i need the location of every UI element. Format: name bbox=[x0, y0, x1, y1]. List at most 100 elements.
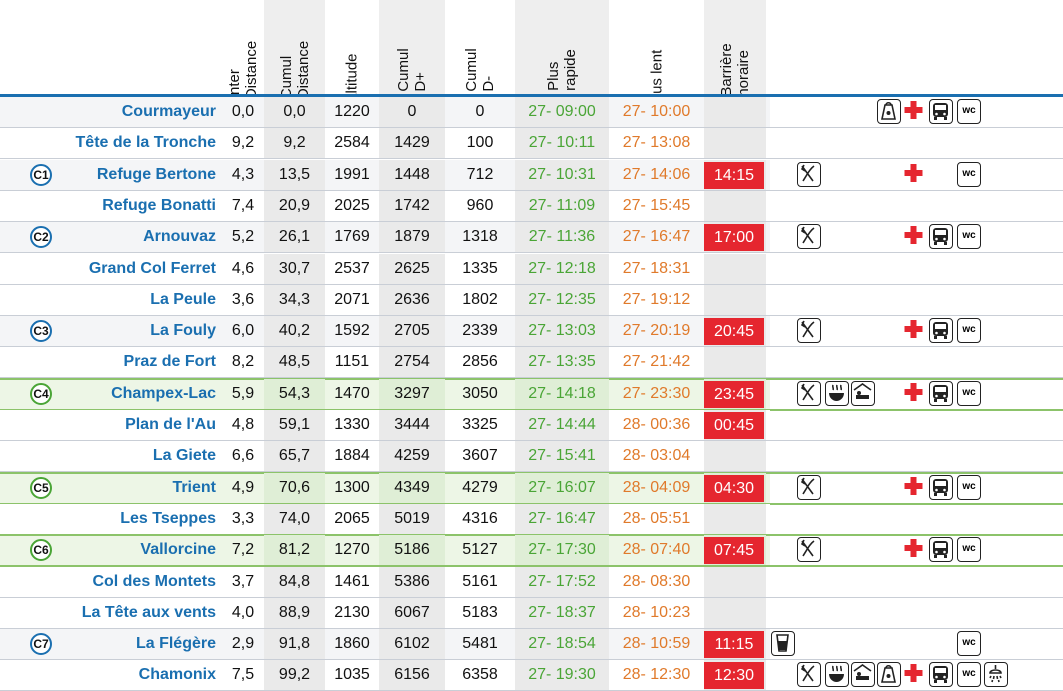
station-name: Refuge Bertone bbox=[96, 165, 216, 183]
cell-alt: 1592 bbox=[334, 322, 370, 340]
cell-cumul: 40,2 bbox=[264, 316, 325, 347]
cell-cumul: 88,9 bbox=[264, 597, 325, 628]
cell-dplus: 1879 bbox=[379, 222, 445, 253]
cell-slow: 27- 18:31 bbox=[622, 259, 691, 277]
cell-slow: 28- 12:30 bbox=[622, 666, 691, 684]
cell-alt: 1860 bbox=[334, 635, 370, 653]
cell-alt: 1330 bbox=[334, 416, 370, 433]
station-name: Chamonix bbox=[138, 666, 216, 684]
cell-inter: 4,3 bbox=[231, 165, 255, 183]
table-row: La Peule 3,6 34,3 2071 2636 1802 27- 12:35 27- … bbox=[0, 284, 1063, 316]
cell-cumul: 20,9 bbox=[264, 190, 325, 221]
cell-fast: 27- 11:09 bbox=[515, 190, 609, 221]
cell-fast: 27- 12:35 bbox=[515, 284, 609, 315]
cell-dminus: 1335 bbox=[462, 259, 498, 277]
cell-dplus: 5386 bbox=[379, 566, 445, 597]
table-row: Chamonix 7,5 99,2 1035 6156 6358 27- 19:30 28- … bbox=[0, 660, 1063, 691]
bus-icon bbox=[929, 474, 953, 500]
hot-meal-icon bbox=[825, 380, 849, 406]
cell-dminus: 960 bbox=[466, 196, 494, 214]
cell-alt: 1270 bbox=[334, 541, 370, 559]
column-header-line: Plus bbox=[545, 61, 562, 91]
column-header-line: Distance bbox=[243, 40, 260, 100]
station-name: Praz de Fort bbox=[123, 353, 216, 371]
cell-inter: 4,6 bbox=[231, 259, 255, 277]
row-divider bbox=[0, 440, 1063, 441]
bed-icon bbox=[851, 380, 875, 406]
column-header-line: Inter bbox=[226, 69, 243, 100]
cell-dplus: 2625 bbox=[379, 253, 445, 284]
cell-slow: 27- 23:30 bbox=[622, 384, 691, 402]
header-rule bbox=[0, 94, 1063, 97]
cell-dminus: 5183 bbox=[462, 603, 498, 621]
cell-alt: 2025 bbox=[334, 196, 370, 214]
station-name: Les Tseppes bbox=[120, 509, 216, 527]
cell-cumul: 34,3 bbox=[264, 284, 325, 315]
cell-inter: 2,9 bbox=[231, 635, 255, 653]
column-header-label: Cumul D+ bbox=[395, 48, 429, 91]
cell-cumul: 26,1 bbox=[264, 222, 325, 253]
cell-slow: 28- 05:51 bbox=[622, 509, 691, 527]
cell-dminus: 712 bbox=[466, 165, 494, 183]
cell-cumul: 84,8 bbox=[264, 566, 325, 597]
cell-fast: 27- 14:44 bbox=[515, 410, 609, 440]
column-header-line: horaire bbox=[735, 49, 752, 97]
cell-slow: 27- 19:12 bbox=[622, 290, 691, 308]
wc-label: wc bbox=[962, 480, 976, 492]
fork-knife-icon bbox=[797, 161, 821, 187]
station-name: Grand Col Ferret bbox=[88, 259, 216, 277]
cell-dplus: 2636 bbox=[379, 284, 445, 315]
cell-dplus: 3444 bbox=[379, 410, 445, 440]
first-aid-icon bbox=[903, 318, 927, 344]
station-name: La Fouly bbox=[150, 322, 216, 340]
bag-icon bbox=[877, 99, 901, 124]
cutoff-time: 11:15 bbox=[704, 631, 764, 659]
cell-cumul: 70,6 bbox=[264, 472, 325, 503]
wc-label: wc bbox=[962, 637, 976, 649]
fork-knife-icon bbox=[797, 662, 821, 688]
table-row: La Giete 6,6 65,7 1884 4259 3607 27- 15:41 28- … bbox=[0, 441, 1063, 473]
table-row: C1 Refuge Bertone 4,3 13,5 1991 1448 712 27- 10… bbox=[0, 159, 1063, 191]
station-name: Plan de l'Au bbox=[125, 416, 216, 433]
wc-label: wc bbox=[962, 167, 976, 179]
cell-dminus: 3607 bbox=[462, 447, 498, 465]
station-name: Tête de la Tronche bbox=[75, 134, 216, 152]
cell-alt: 1991 bbox=[334, 165, 370, 183]
cell-dminus: 2856 bbox=[462, 353, 498, 371]
column-header-line: Barrière bbox=[718, 43, 735, 97]
row-divider bbox=[0, 596, 1063, 598]
cell-cumul: 65,7 bbox=[264, 441, 325, 472]
column-header-line: Cumul bbox=[277, 55, 295, 100]
cell-cumul: 54,3 bbox=[264, 378, 325, 409]
cell-fast: 27- 19:30 bbox=[515, 660, 609, 691]
cell-inter: 5,9 bbox=[231, 384, 255, 402]
cell-dminus: 4279 bbox=[462, 478, 498, 496]
cell-alt: 1470 bbox=[334, 384, 370, 402]
column-header-slow: Plus lent bbox=[609, 0, 704, 108]
cutoff-time: 04:30 bbox=[704, 474, 764, 502]
column-header-dminus: Cumul D- bbox=[445, 0, 515, 95]
cell-dplus: 3297 bbox=[379, 378, 445, 409]
barrier-cell bbox=[704, 597, 766, 628]
cell-inter: 6,0 bbox=[231, 322, 255, 340]
fork-knife-icon bbox=[797, 224, 821, 250]
cell-inter: 4,0 bbox=[231, 603, 255, 621]
cell-cumul: 13,5 bbox=[264, 159, 325, 190]
fork-knife-icon bbox=[797, 318, 821, 344]
wc-label: wc bbox=[962, 386, 976, 398]
shower-icon bbox=[984, 662, 1008, 688]
row-divider bbox=[0, 627, 1063, 629]
column-header-label: Plus rapide bbox=[545, 49, 579, 91]
cell-inter: 4,8 bbox=[231, 416, 255, 433]
table-row: Courmayeur 0,0 0,0 1220 0 0 27- 09:00 27- 10:00… bbox=[0, 97, 1063, 128]
cell-fast: 27- 13:03 bbox=[515, 316, 609, 347]
checkpoint-border-bottom bbox=[0, 502, 1063, 505]
cell-dplus: 1448 bbox=[379, 159, 445, 190]
cell-slow: 27- 13:08 bbox=[622, 134, 691, 152]
wc-label: wc bbox=[962, 230, 976, 242]
cell-cumul: 74,0 bbox=[264, 503, 325, 534]
checkpoint-badge: C6 bbox=[30, 539, 52, 562]
column-header-label: Inter Distance bbox=[226, 41, 260, 99]
wc-icon: wc bbox=[957, 318, 981, 344]
